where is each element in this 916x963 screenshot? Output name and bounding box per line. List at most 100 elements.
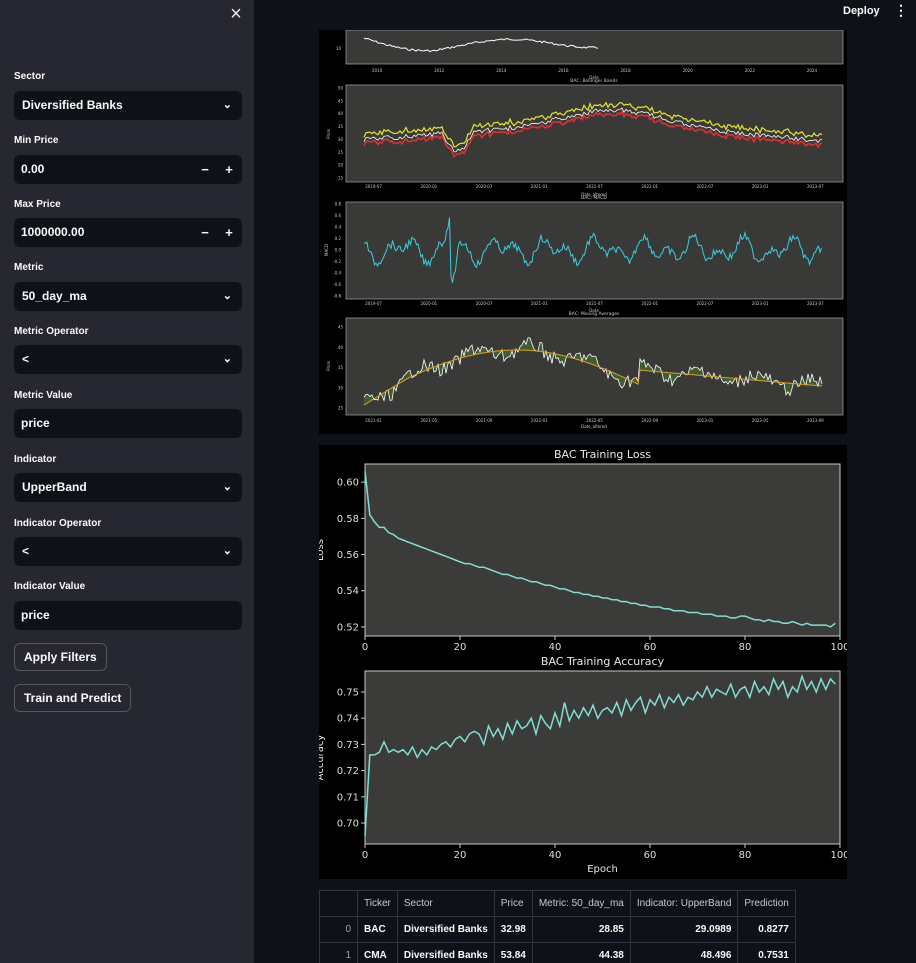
moving-averages-xlabel: Date_altered	[581, 424, 607, 429]
column-header[interactable]: Indicator: UpperBand	[629, 890, 739, 917]
table-row[interactable]: 1 CMA Diversified Banks 53.84 44.38 48.4…	[319, 942, 796, 963]
y-axis-label: Accuracy	[319, 735, 326, 781]
chevron-down-icon: ⌄	[222, 290, 232, 302]
metric-operator-label: Metric Operator	[14, 326, 89, 337]
macd-xlabel: Date	[589, 308, 599, 313]
chevron-down-icon: ⌄	[222, 481, 232, 493]
apply-filters-button[interactable]: Apply Filters	[14, 643, 107, 671]
price-line	[363, 337, 823, 402]
kebab-menu-icon[interactable]: ⋮	[894, 2, 908, 18]
indicator-operator-select[interactable]: < ⌄	[14, 537, 242, 566]
metric-cell: 44.38	[531, 942, 631, 963]
y-tick-label: 0.70	[337, 819, 359, 830]
x-tick-label: 2024	[807, 68, 818, 73]
y-tick-label: 0.6	[335, 213, 342, 218]
column-header[interactable]: Sector	[396, 890, 495, 917]
metric-select[interactable]: 50_day_ma ⌄	[14, 282, 242, 311]
ticker-cell: BAC	[357, 916, 398, 943]
upper-band-line	[363, 101, 823, 148]
moving-averages-title: BAC: Moving Averages	[569, 311, 620, 317]
metric-value-input[interactable]: price	[14, 409, 242, 438]
indicator-value: UpperBand	[22, 480, 87, 494]
top-ytick: 10	[336, 46, 342, 51]
table-row[interactable]: 0 BAC Diversified Banks 32.98 28.85 29.0…	[319, 916, 796, 943]
y-tick-label: 35	[338, 124, 344, 129]
x-tick-label: 2021-01	[531, 184, 548, 189]
macd-xticks: 2019-07 2020-01 2020-07 2021-01 2021-07 2022-…	[365, 301, 824, 306]
x-tick-label: 2021-09	[476, 418, 493, 423]
max-price-increment-button[interactable]: +	[225, 225, 233, 240]
y-tick-label: 0.4	[335, 225, 342, 230]
bollinger-yticks: 50 45 40 35 30 25 20 15	[338, 86, 344, 181]
metric-operator-select[interactable]: < ⌄	[14, 345, 242, 374]
column-header[interactable]	[319, 890, 358, 917]
indicator-label: Indicator	[14, 454, 57, 465]
x-tick-label: 2020-07	[476, 184, 493, 189]
sector-select[interactable]: Diversified Banks ⌄	[14, 91, 242, 120]
x-tick-label: 2023-01	[697, 418, 714, 423]
results-table[interactable]: Ticker Sector Price Metric: 50_day_ma In…	[319, 890, 796, 963]
deploy-button[interactable]: Deploy	[843, 5, 880, 17]
indicator-select[interactable]: UpperBand ⌄	[14, 473, 242, 502]
indicator-operator-label: Indicator Operator	[14, 518, 102, 529]
lower-band-line	[363, 109, 823, 159]
column-header[interactable]: Ticker	[357, 890, 398, 917]
bollinger-ylabel: Price	[326, 129, 331, 139]
x-tick-label: 2022-07	[697, 301, 714, 306]
x-tick-label: 100	[830, 850, 847, 861]
x-tick-label: 2022-09	[641, 418, 658, 423]
y-tick-label: 50	[338, 86, 344, 91]
sector-label: Sector	[14, 71, 46, 82]
moving-averages-yticks: 45 40 35 30 25	[338, 325, 344, 411]
y-tick-label: 40	[338, 111, 344, 116]
min-price-decrement-button[interactable]: −	[201, 162, 209, 177]
y-tick-label: 45	[338, 325, 344, 330]
ticker-cell: CMA	[357, 942, 398, 963]
y-tick-label: 0.54	[337, 586, 359, 597]
price-line	[363, 107, 823, 153]
min-price-input[interactable]: 0.00 − +	[14, 155, 242, 184]
metric-value-label: Metric Value	[14, 390, 73, 401]
close-icon[interactable]: ×	[230, 3, 242, 25]
x-tick-label: 2022-05	[586, 418, 603, 423]
y-tick-label: 25	[338, 150, 344, 155]
column-header[interactable]: Price	[493, 890, 533, 917]
y-tick-label: 45	[338, 98, 344, 103]
prediction-cell: 0.8277	[737, 916, 796, 943]
x-tick-label: 0	[362, 642, 368, 653]
metric-label: Metric	[14, 262, 44, 273]
train-and-predict-button[interactable]: Train and Predict	[14, 684, 132, 712]
y-tick-label: 0.56	[337, 550, 359, 561]
x-tick-label: 2021-07	[586, 301, 603, 306]
min-price-increment-button[interactable]: +	[225, 162, 233, 177]
indicator-value-input[interactable]: price	[14, 601, 242, 630]
x-tick-label: 2018	[620, 68, 631, 73]
x-tick-label: 60	[644, 850, 657, 861]
bollinger-xticks: 2019-07 2020-01 2020-07 2021-01 2021-07 2022-…	[365, 184, 824, 189]
y-tick-label: 0.71	[337, 792, 359, 803]
training-accuracy-chart: BAC Training Accuracy 0 20 40 60 80 100 0.70 0.7…	[319, 655, 847, 875]
max-price-decrement-button[interactable]: −	[201, 225, 209, 240]
y-tick-label: 30	[338, 137, 344, 142]
column-header[interactable]: Metric: 50_day_ma	[531, 890, 631, 917]
chart-title: BAC Training Accuracy	[541, 655, 665, 668]
x-tick-label: 2023-07	[807, 301, 824, 306]
indicator-operator-value: <	[22, 544, 30, 558]
series-line	[364, 673, 836, 837]
y-tick-label: -0.2	[333, 259, 341, 264]
column-header[interactable]: Prediction	[737, 890, 796, 917]
training-metrics-figure: BAC Training Loss 0 20 40 60 80 100 0.52 0.54 0.5…	[319, 445, 847, 879]
y-tick-label: 0.73	[337, 740, 359, 751]
x-tick-label: 2020	[683, 68, 694, 73]
max-price-input[interactable]: 1000000.00 − +	[14, 218, 242, 247]
sector-cell: Diversified Banks	[396, 916, 495, 943]
y-tick-label: 0.60	[337, 478, 359, 489]
x-tick-label: 2022-01	[641, 301, 658, 306]
x-tick-label: 100	[830, 642, 847, 653]
x-tick-label: 60	[644, 642, 657, 653]
x-tick-label: 2021-01	[365, 418, 382, 423]
x-tick-label: 2021-07	[586, 184, 603, 189]
x-tick-label: 0	[362, 850, 368, 861]
x-tick-label: 2022-01	[531, 418, 548, 423]
x-tick-label: 2021-01	[531, 301, 548, 306]
